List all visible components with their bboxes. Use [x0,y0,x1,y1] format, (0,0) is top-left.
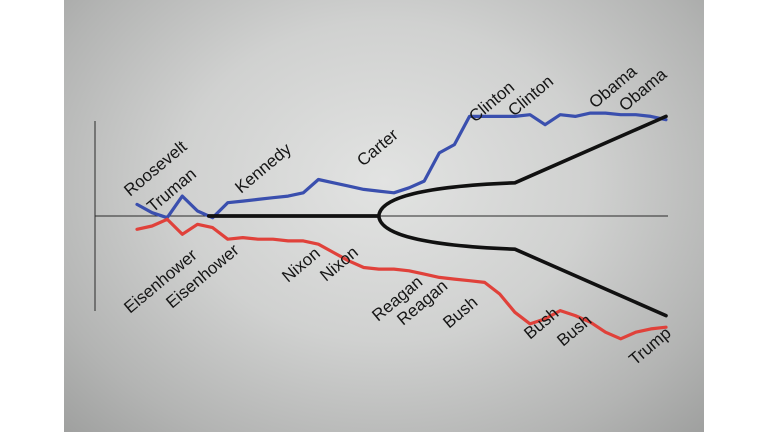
annotation-top-label: Kennedy [231,139,295,197]
series-line-blue [135,111,668,220]
annotation-top-label: Carter [353,125,402,170]
annotation-bottom-label: Nixon [278,244,324,286]
chart-board: Roosevelt Truman Kennedy Carter Clinton Clint… [64,0,704,432]
annotation-bottom-label: Bush [439,293,481,332]
trend-line-upper [207,114,668,218]
series-line-red [135,217,668,341]
trend-line-lower [207,214,668,318]
